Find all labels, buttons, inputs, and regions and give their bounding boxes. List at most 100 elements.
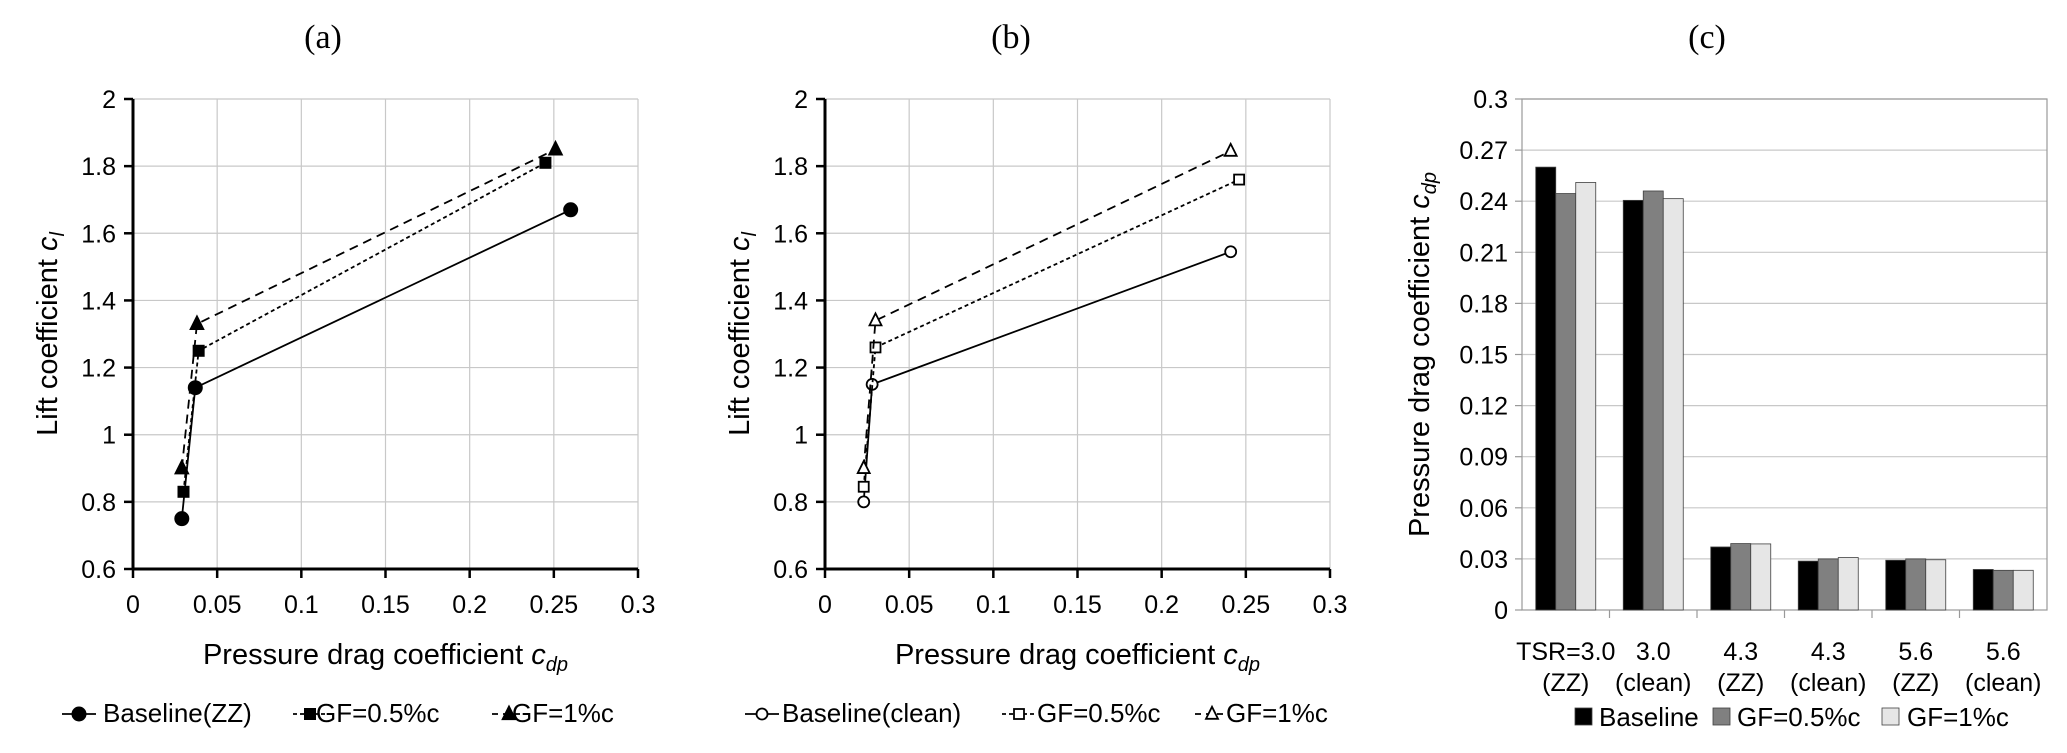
- y-tick-label: 1.4: [773, 287, 808, 315]
- axis-label-text: Lift coefficient: [724, 251, 756, 436]
- x-tick-label: 0.05: [885, 591, 934, 619]
- y-tick-label: 0.21: [1459, 239, 1508, 267]
- bar: [1535, 166, 1557, 611]
- panel-title: (a): [304, 19, 342, 56]
- series-gf-0-5-c: [857, 173, 1245, 493]
- y-tick-label: 0.09: [1459, 444, 1508, 472]
- chart-panel-b: (b) 0 0.05 0.1 0.15 0.2 0.25 0.3 0.6 0.8 1 1.2 1.4 1.…: [724, 19, 1347, 728]
- x-tick-label: 0: [126, 591, 140, 619]
- series-gf-1-c: [174, 139, 564, 475]
- legend-swatch: [1712, 707, 1731, 726]
- y-tick-label: 1.6: [773, 220, 808, 248]
- y-tick-label: 0.06: [1459, 495, 1508, 523]
- x-tick-label: 0.25: [1221, 591, 1270, 619]
- legend-marker: [1204, 704, 1220, 720]
- axis-label-text: Pressure drag coefficient: [1404, 209, 1436, 537]
- series-baseline-clean-: [857, 245, 1238, 509]
- data-point: [563, 202, 579, 218]
- data-point: [856, 459, 872, 474]
- x-tick-label: 0.1: [284, 591, 319, 619]
- y-tick-label: 2: [794, 86, 808, 114]
- y-tick-label: 1.2: [773, 355, 808, 383]
- legend-label: GF=0.5%c: [1737, 702, 1861, 732]
- data-point: [857, 495, 871, 509]
- y-tick-label: 0.15: [1459, 342, 1508, 370]
- legend-marker: [1013, 708, 1025, 720]
- axis-label-text: Pressure drag coefficient: [203, 639, 531, 671]
- legend-label: Baseline: [1599, 702, 1699, 732]
- y-tick-label: 1.8: [773, 153, 808, 181]
- data-point: [174, 511, 190, 527]
- bar: [1622, 199, 1644, 611]
- axis-label-subscript: dp: [1238, 654, 1260, 676]
- x-tick-label: 0.3: [1313, 591, 1348, 619]
- axis-label-subscript: l: [47, 232, 69, 237]
- panel-title: (b): [991, 19, 1031, 56]
- series-line: [862, 178, 1240, 487]
- series-gf-1-c: [856, 141, 1239, 474]
- y-tick-label: 0.8: [773, 489, 808, 517]
- y-tick-label: 0.27: [1459, 137, 1508, 165]
- data-point: [869, 341, 882, 354]
- legend-swatch: [1881, 707, 1900, 726]
- series-baseline-zz-: [174, 202, 579, 527]
- data-point: [857, 480, 870, 493]
- y-tick-label: 0.03: [1459, 546, 1508, 574]
- panel-title: (c): [1688, 19, 1726, 56]
- series-line: [180, 148, 556, 469]
- bar: [1797, 560, 1819, 611]
- axis-label-variable: c: [1404, 194, 1436, 209]
- bar: [1750, 543, 1772, 611]
- data-point: [1233, 173, 1245, 186]
- bar: [1710, 546, 1732, 611]
- y-tick-label: 1: [794, 422, 808, 450]
- axis-label-subscript: l: [739, 232, 761, 237]
- axis-label-variable: c: [724, 236, 756, 251]
- axis-label-subscript: dp: [1419, 172, 1441, 194]
- category-label: (clean): [1615, 669, 1691, 697]
- data-point: [1224, 245, 1238, 259]
- x-tick-label: 0.2: [452, 591, 487, 619]
- series-line: [180, 208, 572, 519]
- x-tick-label: 0.15: [361, 591, 410, 619]
- y-tick-label: 0.6: [773, 556, 808, 584]
- series-line: [182, 161, 546, 492]
- x-axis-label: Pressure drag coefficient cdp: [895, 639, 1260, 676]
- data-point: [177, 485, 190, 498]
- x-axis-label: Pressure drag coefficient cdp: [203, 639, 568, 676]
- y-tick-label: 0: [1494, 597, 1508, 625]
- data-point: [1223, 141, 1239, 157]
- axis-label-variable: c: [32, 236, 64, 251]
- y-tick-label: 0.3: [1473, 86, 1508, 114]
- legend-label: Baseline(ZZ): [103, 698, 252, 728]
- axis-label-variable: c: [531, 639, 546, 671]
- legend-label: GF=1%c: [1226, 698, 1328, 728]
- legend-label: GF=1%c: [512, 698, 614, 728]
- legend-label: Baseline(clean): [782, 698, 961, 728]
- y-tick-label: 0.24: [1459, 188, 1508, 216]
- category-label: (clean): [1965, 669, 2041, 697]
- y-tick-label: 0.18: [1459, 290, 1508, 318]
- y-tick-label: 2: [102, 86, 116, 114]
- bar: [1575, 182, 1597, 611]
- category-label: (ZZ): [1717, 669, 1764, 697]
- bar: [1885, 559, 1907, 611]
- bar: [1662, 198, 1684, 611]
- category-label: 5.6: [1986, 638, 2021, 666]
- axis-label-text: Lift coefficient: [32, 251, 64, 436]
- axis-label-subscript: dp: [546, 654, 568, 676]
- legend-swatch: [1574, 707, 1593, 726]
- chart-panel-a: (a) 0 0.05 0.1 0.15 0.2 0.25 0.3 0.6 0.8 1 1.2 1.4 1.…: [32, 19, 655, 728]
- series-line: [862, 150, 1232, 469]
- bar: [1817, 558, 1839, 611]
- category-label: 4.3: [1811, 638, 1846, 666]
- y-tick-label: 0.8: [81, 489, 116, 517]
- x-tick-label: 0.1: [976, 591, 1011, 619]
- x-tick-label: 0.2: [1144, 591, 1179, 619]
- category-label: (clean): [1790, 669, 1866, 697]
- bar: [2012, 569, 2034, 611]
- y-tick-label: 1.6: [81, 220, 116, 248]
- bar: [1905, 558, 1927, 611]
- x-tick-label: 0: [818, 591, 832, 619]
- legend-label: GF=1%c: [1907, 702, 2009, 732]
